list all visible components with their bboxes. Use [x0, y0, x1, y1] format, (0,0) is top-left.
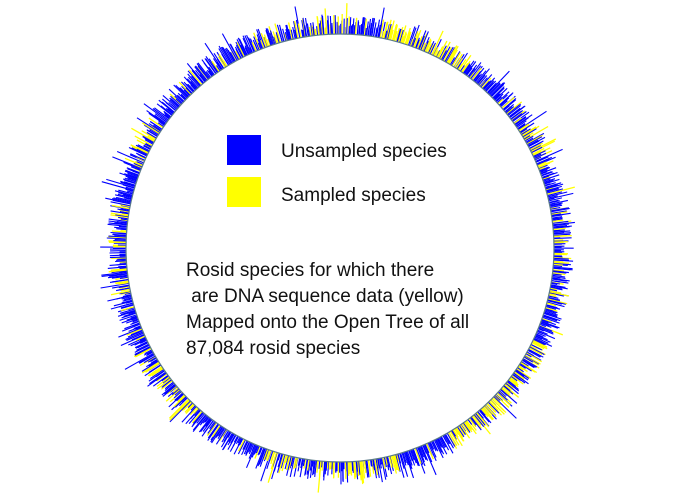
unsampled-branch	[332, 461, 333, 474]
caption-line-2: are DNA sequence data (yellow)	[186, 284, 506, 310]
caption-line-1: Rosid species for which there	[186, 258, 506, 284]
figure-caption: Rosid species for which there are DNA se…	[186, 258, 506, 362]
unsampled-branch	[553, 234, 571, 235]
tree-root-ring	[126, 34, 554, 462]
caption-line-4: 87,084 rosid species	[186, 336, 506, 362]
unsampled-branch	[110, 264, 128, 265]
sampled-legend-label: Sampled species	[281, 185, 426, 207]
sampled-branch	[334, 15, 335, 35]
sampled-branch	[349, 461, 350, 474]
unsampled-branch	[113, 241, 127, 242]
unsampled-branch	[115, 261, 127, 262]
unsampled-branch	[110, 257, 127, 258]
unsampled-branch	[347, 18, 348, 35]
sampled-branch	[348, 461, 349, 476]
unsampled-swatch	[227, 135, 261, 165]
unsampled-branch	[115, 240, 128, 241]
sampled-swatch	[227, 177, 261, 207]
sampled-branch	[355, 18, 356, 36]
sampled-branch	[351, 461, 352, 476]
unsampled-branch	[350, 17, 351, 35]
unsampled-branch	[110, 255, 127, 256]
caption-line-3: Mapped onto the Open Tree of all	[186, 310, 506, 336]
unsampled-legend-label: Unsampled species	[281, 141, 447, 163]
sampled-branch	[345, 461, 346, 479]
